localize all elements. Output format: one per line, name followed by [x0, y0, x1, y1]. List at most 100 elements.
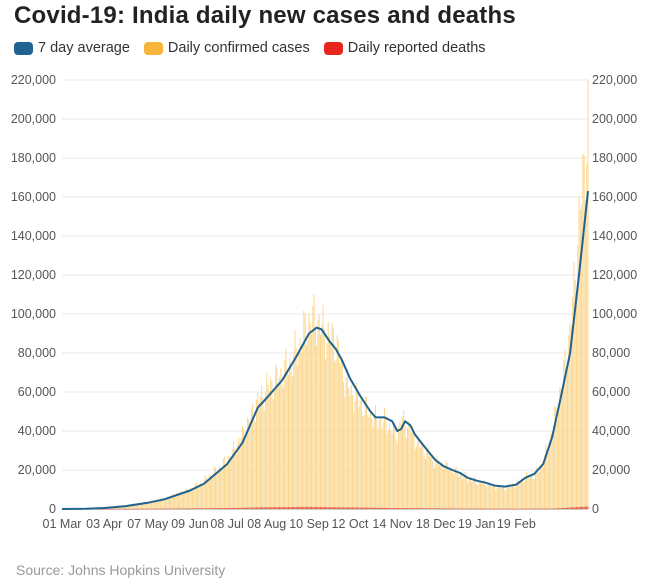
- death-bar: [529, 508, 531, 510]
- confirmed-bar: [491, 485, 493, 509]
- confirmed-bar: [336, 335, 338, 509]
- confirmed-bar: [288, 374, 290, 509]
- confirmed-bar: [454, 468, 456, 509]
- death-bar: [144, 508, 146, 510]
- death-bar: [316, 506, 318, 509]
- confirmed-bar: [564, 349, 566, 509]
- confirmed-bar: [321, 325, 323, 509]
- confirmed-bar: [526, 471, 528, 509]
- death-bar: [573, 507, 575, 509]
- death-bar: [249, 507, 251, 509]
- death-bar: [414, 508, 416, 509]
- death-bar: [167, 508, 169, 510]
- confirmed-bar: [145, 503, 147, 509]
- death-bar: [169, 508, 170, 510]
- confirmed-bar: [192, 490, 194, 509]
- confirmed-bar: [480, 482, 481, 509]
- y-tick-label-right: 80,000: [592, 346, 630, 360]
- confirmed-bar: [357, 392, 359, 509]
- confirmed-bar: [227, 456, 229, 509]
- death-bar: [174, 508, 176, 510]
- death-bar: [371, 507, 373, 509]
- death-bar: [149, 508, 151, 510]
- death-bar: [130, 508, 132, 510]
- death-bar: [398, 508, 400, 509]
- confirmed-bar: [574, 279, 576, 509]
- death-bar: [152, 508, 154, 510]
- confirmed-bar: [451, 472, 453, 509]
- death-bar: [382, 507, 384, 509]
- death-bar: [561, 507, 563, 509]
- death-bar: [423, 508, 425, 509]
- x-tick-label: 07 May: [127, 517, 169, 531]
- confirmed-bar: [558, 408, 560, 509]
- death-bar: [119, 508, 121, 510]
- confirmed-bar: [207, 479, 209, 509]
- death-bar: [221, 508, 223, 509]
- legend-item-deaths[interactable]: Daily reported deaths: [323, 40, 486, 56]
- confirmed-bar: [190, 487, 192, 509]
- death-bar: [235, 507, 237, 509]
- death-bar: [491, 508, 493, 510]
- confirmed-bar: [289, 357, 291, 509]
- legend-item-average[interactable]: 7 day average: [14, 40, 130, 56]
- death-bar: [222, 508, 224, 509]
- x-tick-label: 19 Jan: [458, 517, 496, 531]
- confirmed-bar: [271, 380, 273, 509]
- death-bar: [137, 508, 138, 510]
- confirmed-bar: [371, 418, 373, 509]
- confirmed-bar: [299, 338, 301, 509]
- death-bar: [154, 508, 156, 510]
- death-bar: [570, 507, 572, 509]
- death-bar: [253, 507, 255, 509]
- confirmed-bar: [463, 475, 465, 509]
- confirmed-bar: [409, 430, 411, 509]
- confirmed-bar: [217, 469, 219, 509]
- death-bar: [160, 508, 162, 510]
- death-bar: [509, 508, 511, 510]
- confirmed-bar: [137, 504, 138, 509]
- confirmed-bar: [218, 465, 220, 509]
- confirmed-bar: [144, 502, 146, 509]
- death-bar: [308, 506, 310, 509]
- confirmed-bar: [567, 370, 569, 509]
- death-bar: [480, 508, 481, 510]
- confirmed-bar: [495, 490, 497, 509]
- confirmed-bar: [427, 447, 429, 509]
- confirmed-bar: [149, 502, 151, 509]
- death-bar: [496, 508, 498, 510]
- death-bar: [309, 506, 311, 509]
- confirmed-bar: [179, 493, 181, 509]
- confirmed-bar: [344, 396, 346, 509]
- confirmed-bar: [373, 413, 375, 509]
- confirmed-bar: [399, 421, 401, 509]
- death-bar: [564, 507, 566, 509]
- death-bar: [409, 508, 411, 509]
- death-bar: [391, 508, 393, 509]
- confirmed-bar: [382, 422, 384, 509]
- death-bar: [170, 508, 172, 510]
- death-bar: [532, 508, 534, 510]
- x-tick-label: 12 Oct: [332, 517, 369, 531]
- confirmed-bar: [355, 383, 357, 509]
- confirmed-bar: [476, 484, 478, 509]
- confirmed-bar: [265, 391, 266, 509]
- death-bar: [303, 506, 305, 509]
- death-bar: [427, 508, 429, 509]
- confirmed-bar: [262, 397, 264, 509]
- confirmed-bar: [527, 474, 529, 509]
- death-bar: [120, 508, 122, 510]
- death-bar: [537, 508, 539, 510]
- confirmed-bar: [170, 495, 172, 509]
- legend-item-confirmed[interactable]: Daily confirmed cases: [143, 40, 310, 56]
- death-bar: [263, 507, 265, 509]
- confirmed-bar: [276, 367, 278, 509]
- death-bar: [494, 508, 496, 510]
- x-tick-label: 08 Jul: [210, 517, 243, 531]
- death-bar: [538, 508, 540, 510]
- confirmed-bar: [576, 297, 577, 509]
- death-bar: [215, 508, 217, 509]
- confirmed-bar: [225, 464, 227, 509]
- confirmed-bar: [233, 440, 234, 509]
- confirmed-bar: [477, 484, 479, 509]
